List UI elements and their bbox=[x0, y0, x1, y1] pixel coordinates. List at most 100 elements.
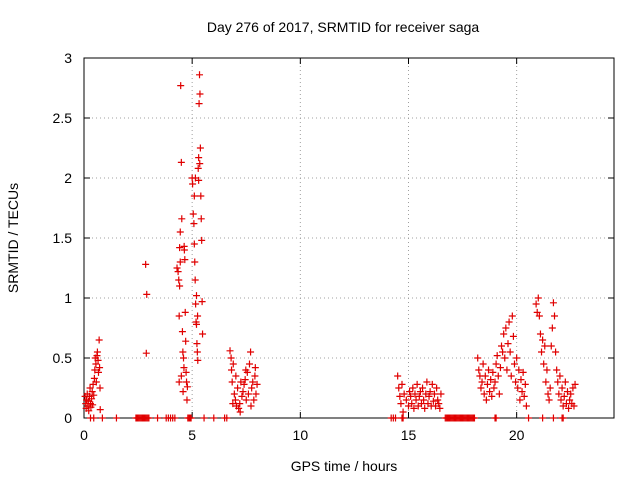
data-point bbox=[189, 180, 197, 188]
x-axis-label: GPS time / hours bbox=[291, 458, 398, 474]
data-point bbox=[509, 332, 517, 340]
data-point bbox=[470, 414, 478, 422]
data-point bbox=[435, 400, 443, 408]
data-point bbox=[521, 380, 529, 388]
data-point bbox=[143, 290, 151, 298]
chart-title: Day 276 of 2017, SRMTID for receiver sag… bbox=[207, 19, 480, 35]
data-point bbox=[245, 360, 253, 368]
data-point bbox=[189, 210, 197, 218]
data-point bbox=[154, 414, 162, 422]
data-point bbox=[183, 378, 191, 386]
data-point bbox=[551, 312, 559, 320]
data-point bbox=[503, 366, 511, 374]
data-point bbox=[428, 380, 436, 388]
data-point bbox=[395, 384, 403, 392]
data-point bbox=[544, 390, 552, 398]
data-point bbox=[430, 390, 438, 398]
data-point bbox=[182, 368, 190, 376]
data-point bbox=[517, 376, 525, 384]
data-point bbox=[408, 400, 416, 408]
data-point bbox=[400, 390, 408, 398]
data-point bbox=[513, 354, 521, 362]
data-points bbox=[81, 71, 579, 422]
data-point bbox=[482, 396, 490, 404]
x-tick-label: 15 bbox=[401, 427, 417, 443]
data-point bbox=[177, 82, 185, 90]
data-point bbox=[95, 336, 103, 344]
data-point bbox=[176, 244, 184, 252]
data-point bbox=[180, 242, 188, 250]
data-point bbox=[510, 360, 518, 368]
data-point bbox=[94, 356, 102, 364]
data-point bbox=[547, 342, 555, 350]
data-point bbox=[565, 404, 573, 412]
data-point bbox=[557, 396, 565, 404]
data-point bbox=[232, 372, 240, 380]
data-point bbox=[499, 348, 507, 356]
data-point bbox=[437, 390, 445, 398]
data-point bbox=[516, 396, 524, 404]
data-point bbox=[174, 268, 182, 276]
data-point bbox=[194, 312, 202, 320]
data-point bbox=[542, 378, 550, 386]
data-point bbox=[230, 390, 238, 398]
data-point bbox=[241, 376, 249, 384]
data-point bbox=[433, 384, 441, 392]
data-point bbox=[91, 366, 99, 374]
data-point bbox=[494, 372, 502, 380]
y-tick-label: 1.5 bbox=[53, 230, 73, 246]
data-point bbox=[487, 376, 495, 384]
data-point bbox=[561, 378, 569, 386]
data-point bbox=[196, 144, 204, 152]
data-point bbox=[244, 390, 252, 398]
data-point bbox=[508, 312, 516, 320]
data-point bbox=[191, 258, 199, 266]
data-point bbox=[546, 384, 554, 392]
data-point bbox=[229, 360, 237, 368]
data-point bbox=[90, 414, 98, 422]
data-point bbox=[540, 360, 548, 368]
data-point bbox=[483, 380, 491, 388]
data-point bbox=[181, 256, 189, 264]
data-point bbox=[493, 352, 501, 360]
data-point bbox=[548, 324, 556, 332]
data-point bbox=[421, 404, 429, 412]
data-point bbox=[248, 384, 256, 392]
data-point bbox=[192, 300, 200, 308]
data-point bbox=[238, 392, 246, 400]
data-point bbox=[98, 414, 106, 422]
data-point bbox=[558, 384, 566, 392]
data-point bbox=[412, 396, 420, 404]
data-point bbox=[498, 342, 506, 350]
data-point bbox=[249, 378, 257, 386]
data-point bbox=[570, 402, 578, 410]
data-point bbox=[234, 384, 242, 392]
data-point bbox=[190, 240, 198, 248]
data-point bbox=[532, 300, 540, 308]
data-point bbox=[413, 380, 421, 388]
data-point bbox=[501, 354, 509, 362]
data-point bbox=[191, 276, 199, 284]
data-point bbox=[539, 336, 547, 344]
data-point bbox=[416, 388, 424, 396]
data-point bbox=[488, 392, 496, 400]
data-point bbox=[179, 388, 187, 396]
data-point bbox=[145, 414, 153, 422]
data-point bbox=[533, 308, 541, 316]
data-point bbox=[429, 397, 437, 405]
data-point bbox=[195, 176, 203, 184]
data-point bbox=[175, 276, 183, 284]
data-point bbox=[179, 348, 187, 356]
data-point bbox=[236, 400, 244, 408]
data-point bbox=[502, 324, 510, 332]
data-point bbox=[229, 400, 237, 408]
data-point bbox=[478, 378, 486, 386]
data-point bbox=[240, 380, 248, 388]
data-point bbox=[569, 384, 577, 392]
data-point bbox=[93, 348, 101, 356]
data-point bbox=[506, 348, 514, 356]
data-point bbox=[198, 298, 206, 306]
data-point bbox=[479, 360, 487, 368]
data-point bbox=[536, 330, 544, 338]
data-point bbox=[507, 372, 515, 380]
